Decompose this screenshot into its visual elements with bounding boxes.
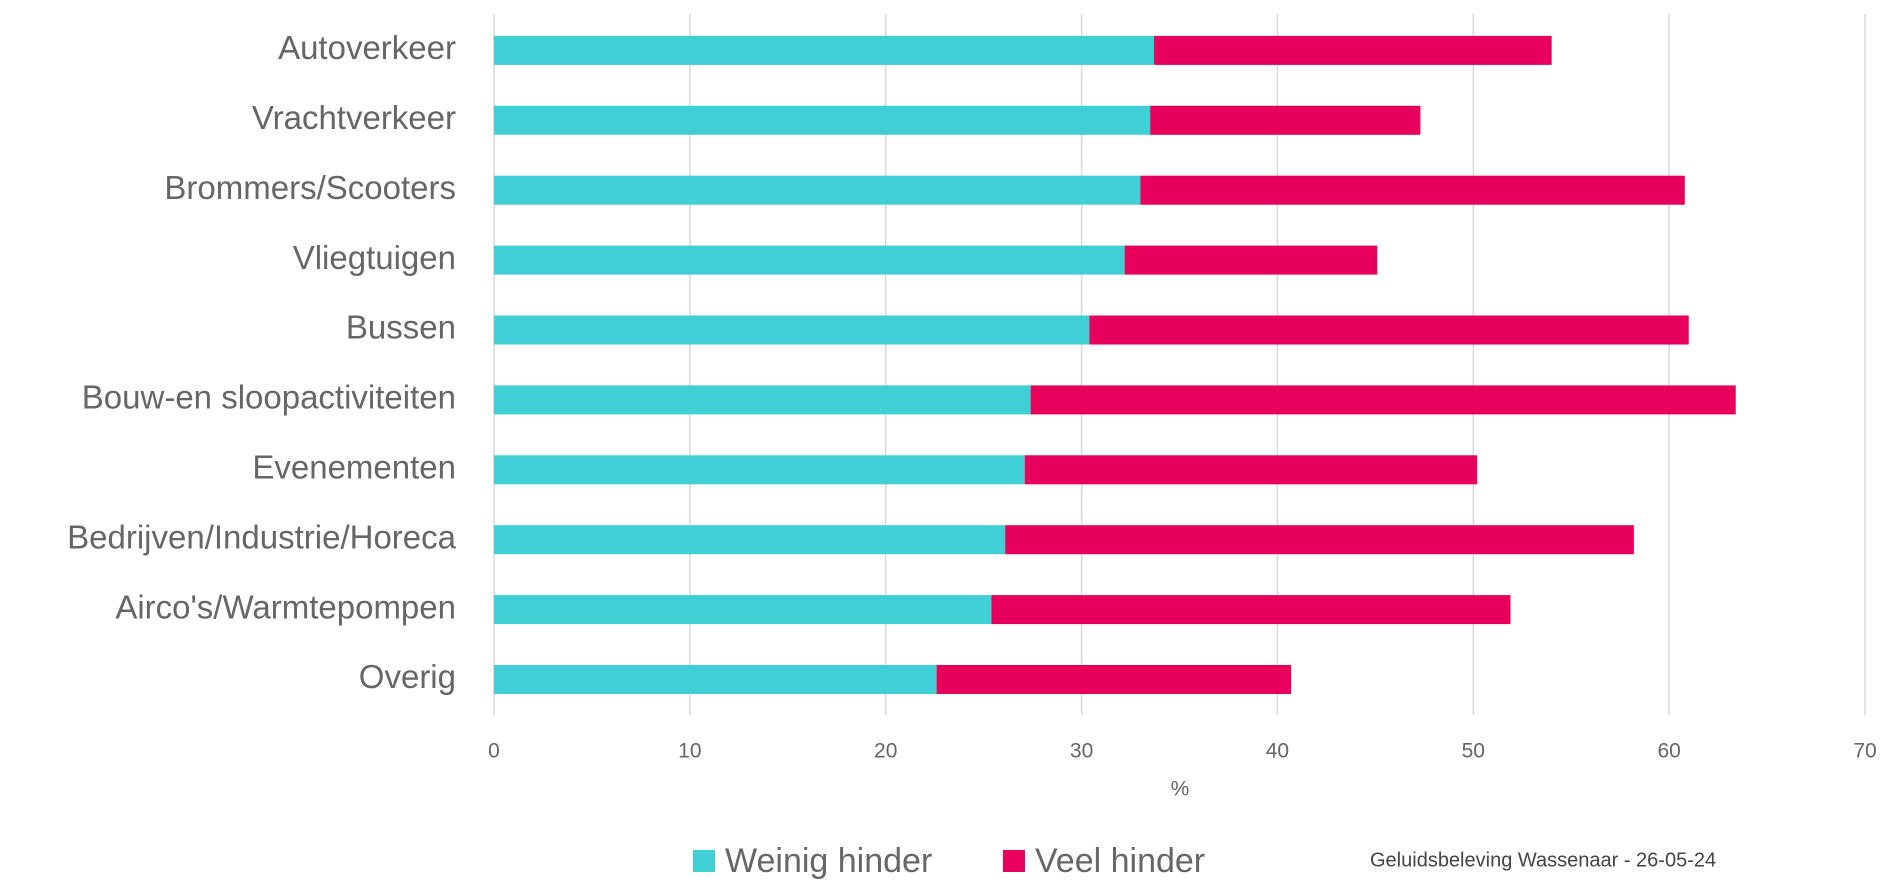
source-note: Geluidsbeleving Wassenaar - 26-05-24	[1370, 849, 1716, 871]
y-tick-label: Autoverkeer	[278, 29, 456, 66]
bar-segment	[1024, 455, 1478, 485]
bar-segment	[1140, 175, 1685, 205]
legend-label: Weinig hinder	[725, 842, 932, 880]
bar-segment	[494, 455, 1025, 485]
x-tick-label: 40	[1266, 740, 1289, 763]
x-tick-label: 30	[1070, 740, 1093, 763]
y-tick-label: Bussen	[346, 309, 456, 346]
bar-segment	[494, 35, 1155, 65]
bar-segment	[1030, 385, 1736, 415]
bar-segment	[494, 595, 992, 625]
y-tick-label: Overig	[359, 658, 456, 695]
x-tick-label: 60	[1657, 740, 1680, 763]
bar-segment	[1005, 525, 1634, 555]
bar-segment	[991, 595, 1511, 625]
x-tick-label: 70	[1853, 740, 1876, 763]
y-tick-label: Bouw-en sloopactiviteiten	[82, 379, 456, 416]
x-tick-label: 50	[1462, 740, 1485, 763]
y-tick-label: Airco's/Warmtepompen	[115, 588, 456, 625]
bar-segment	[494, 665, 937, 694]
y-tick-label: Evenementen	[252, 449, 456, 486]
y-tick-label: Vrachtverkeer	[252, 99, 456, 136]
x-tick-label: 10	[678, 740, 701, 763]
y-tick-label: Vliegtuigen	[293, 239, 456, 276]
bar-segment	[494, 175, 1141, 205]
bar-segment	[1124, 245, 1378, 275]
bar-segment	[494, 385, 1031, 415]
bar-segment	[494, 525, 1006, 555]
bar-segment	[494, 105, 1151, 135]
bar-segment	[1150, 105, 1421, 135]
bar-segment	[936, 665, 1292, 694]
legend-label: Veel hinder	[1035, 842, 1205, 880]
bar-segment	[494, 315, 1090, 345]
y-tick-label: Brommers/Scooters	[164, 169, 456, 206]
x-tick-label: 0	[488, 740, 500, 763]
legend-swatch	[1003, 850, 1025, 872]
bar-segment	[1154, 35, 1552, 65]
legend-swatch	[693, 850, 715, 872]
x-axis-label: %	[1171, 778, 1190, 801]
x-tick-label: 20	[874, 740, 897, 763]
y-tick-label: Bedrijven/Industrie/Horeca	[67, 518, 457, 555]
bar-segment	[1089, 315, 1689, 345]
bar-segment	[494, 245, 1125, 275]
